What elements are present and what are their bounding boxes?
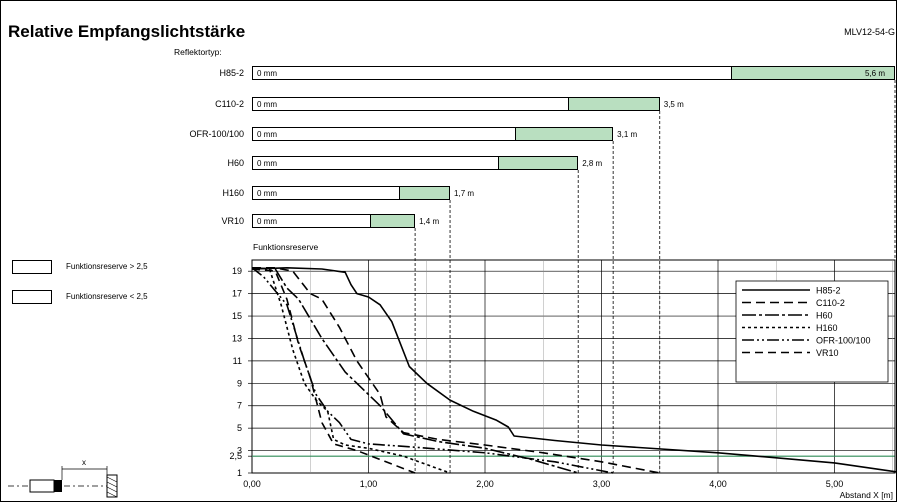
reserve-low-segment bbox=[730, 67, 894, 79]
reflector-hatch bbox=[106, 486, 118, 493]
series-line-vr10 bbox=[251, 268, 416, 474]
sensor-lens bbox=[54, 480, 62, 492]
axis-ticks: 19 17 15 13 11 9 7 5 32,5 10,00 1,00 2,00 3,00 4,00 5,… bbox=[229, 266, 893, 500]
bar-range-label: 5,6 m bbox=[865, 69, 886, 78]
legend-box-reserve-high bbox=[12, 260, 52, 274]
y-tick-label: 11 bbox=[233, 356, 242, 366]
legend-label-reserve-low: Funktionsreserve < 2,5 bbox=[66, 292, 148, 301]
x-tick-label: 2,00 bbox=[476, 479, 494, 489]
reflector-hatch bbox=[106, 476, 118, 483]
y-tick-label: 1 bbox=[237, 468, 242, 478]
legend-entry: VR10 bbox=[816, 348, 839, 358]
legend-entry: H160 bbox=[816, 323, 838, 333]
reserve-low-segment bbox=[515, 128, 613, 140]
bar-label-h85-2: H85-2 bbox=[219, 68, 244, 78]
reserve-low-segment bbox=[567, 98, 659, 110]
range-bar: 0 mm bbox=[252, 127, 614, 141]
legend-label-reserve-high: Funktionsreserve > 2,5 bbox=[66, 262, 148, 271]
reserve-low-segment bbox=[398, 187, 450, 199]
x-tick-label: 0,00 bbox=[243, 479, 261, 489]
series-line-h85-2 bbox=[251, 267, 897, 473]
range-drop-lines bbox=[414, 80, 896, 473]
y-tick-label: 3 bbox=[237, 446, 242, 456]
y-tick-label: 5 bbox=[237, 423, 242, 433]
legend-frame bbox=[735, 280, 889, 383]
bar-range-label: 3,5 m bbox=[663, 100, 684, 109]
series-line-h160 bbox=[251, 267, 451, 474]
y-tick-label: 13 bbox=[232, 333, 242, 343]
y-tick-label: 19 bbox=[232, 266, 242, 276]
x-tick-label: 3,00 bbox=[593, 479, 611, 489]
bar-range-label: 1,7 m bbox=[454, 189, 475, 198]
bar-label-c110-2: C110-2 bbox=[215, 99, 244, 109]
bar-label-ofr-100-100: OFR-100/100 bbox=[189, 129, 244, 139]
bar-start-label: 0 mm bbox=[257, 130, 277, 139]
legend-box-reserve-low bbox=[12, 290, 52, 304]
y-tick-label: 15 bbox=[232, 311, 242, 321]
page-title: Relative Empfangslichtstärke bbox=[8, 22, 246, 41]
range-bar: 0 mm bbox=[252, 97, 660, 111]
bar-range-label: 2,8 m bbox=[582, 159, 603, 168]
series-line-ofr-100-100 bbox=[251, 267, 614, 474]
bar-label-h60: H60 bbox=[227, 158, 244, 168]
range-bar: 0 mm bbox=[252, 66, 895, 80]
range-bar: 0 mm bbox=[252, 156, 579, 170]
y-tick-label: 17 bbox=[232, 289, 242, 299]
y-tick-label: 2,5 bbox=[229, 451, 242, 461]
x-tick-label: 1,00 bbox=[360, 479, 378, 489]
data-series bbox=[251, 267, 897, 474]
bar-start-label: 0 mm bbox=[257, 69, 277, 78]
bar-start-label: 0 mm bbox=[257, 217, 277, 226]
range-bar: 0 mm bbox=[252, 186, 451, 200]
reserve-low-segment bbox=[369, 215, 415, 227]
legend-entry: C110-2 bbox=[816, 298, 845, 308]
series-line-h60 bbox=[251, 267, 579, 474]
sensor-body bbox=[29, 479, 55, 493]
bar-label-h160: H160 bbox=[222, 188, 244, 198]
reserve-low-segment bbox=[497, 157, 578, 169]
chart-legend: H85-2 C110-2 H60 H160 OFR-100/100 VR10 bbox=[735, 280, 889, 383]
y-tick-label: 9 bbox=[237, 378, 242, 388]
bar-start-label: 0 mm bbox=[257, 189, 277, 198]
x-axis-title: Abstand X [m] bbox=[840, 490, 893, 500]
x-tick-label: 5,00 bbox=[826, 479, 844, 489]
legend-entry: H85-2 bbox=[816, 286, 841, 296]
y-axis-title: Funktionsreserve bbox=[253, 242, 319, 252]
legend-entry: OFR-100/100 bbox=[816, 336, 871, 346]
range-bar: 0 mm bbox=[252, 214, 416, 228]
y-tick-label: 7 bbox=[237, 401, 242, 411]
bar-start-label: 0 mm bbox=[257, 100, 277, 109]
reflector bbox=[106, 474, 118, 498]
series-line-c110-2 bbox=[252, 267, 660, 474]
legend-entry: H60 bbox=[816, 311, 833, 321]
bar-label-vr10: VR10 bbox=[221, 216, 244, 226]
reflector-type-label: Reflektortyp: bbox=[174, 47, 222, 57]
product-code: MLV12-54-G bbox=[844, 27, 895, 37]
reflector-hatch bbox=[106, 491, 118, 498]
bar-range-label: 3,1 m bbox=[617, 130, 638, 139]
bar-start-label: 0 mm bbox=[257, 159, 277, 168]
bar-range-label: 1,4 m bbox=[419, 217, 440, 226]
x-tick-label: 4,00 bbox=[709, 479, 727, 489]
reflector-hatch bbox=[106, 481, 118, 488]
sensor-diagram: x bbox=[8, 458, 120, 498]
distance-x-label: x bbox=[82, 458, 86, 467]
